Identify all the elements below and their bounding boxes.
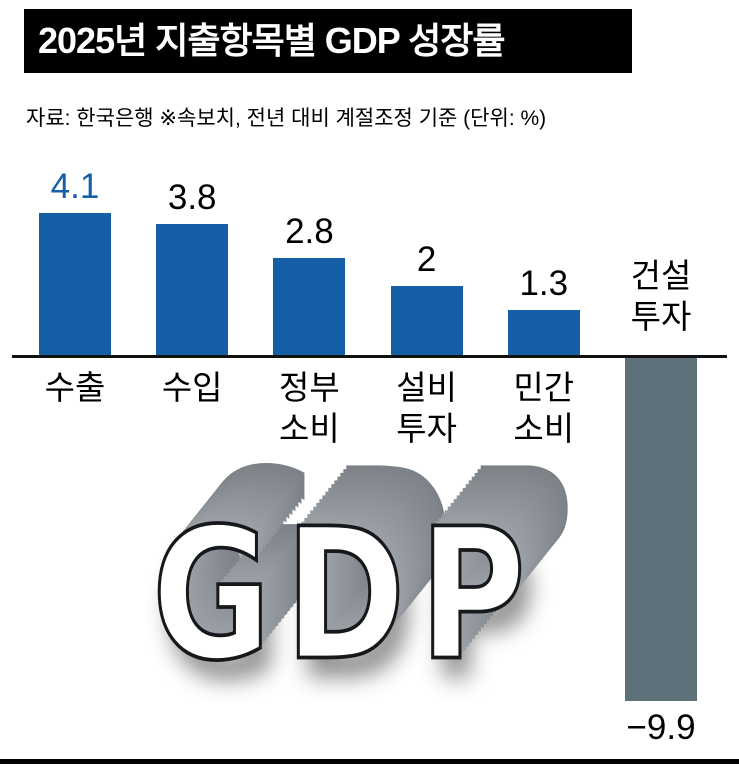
value-label-4: 1.3 — [519, 264, 569, 304]
value-label-2: 2.8 — [285, 212, 334, 252]
value-label-0: 4.1 — [50, 167, 100, 207]
category-label-5: 건설 투자 — [630, 257, 692, 336]
category-label-0: 수출 — [44, 369, 106, 406]
bar-5 — [625, 358, 697, 701]
category-label-2: 정부 소비 — [279, 369, 340, 448]
category-label-4: 민간 소비 — [513, 369, 575, 448]
value-label-5: −9.9 — [626, 707, 696, 747]
bottom-border-line — [0, 759, 739, 764]
zero-axis-line — [12, 355, 727, 358]
category-label-1: 수입 — [161, 369, 223, 406]
bar-0 — [39, 213, 111, 355]
gdp-3d-watermark: GDP — [151, 488, 540, 703]
bar-1 — [156, 223, 229, 355]
value-label-3: 2 — [416, 239, 437, 279]
chart-title: 2025년 지출항목별 GDP 성장률 — [24, 9, 632, 73]
bar-2 — [273, 258, 346, 355]
category-label-3: 설비 투자 — [396, 369, 457, 448]
bar-3 — [390, 285, 463, 355]
bar-chart: GDP 4.1 수출 3.8 수입 2.8 정부 소비 2 설비 투자 1.3 민간 소비 −9.9… — [0, 140, 739, 762]
bar-4 — [507, 310, 580, 355]
source-note: 자료: 한국은행 ※속보치, 전년 대비 계절조정 기준 (단위: %) — [26, 107, 547, 130]
value-label-1: 3.8 — [167, 177, 217, 217]
